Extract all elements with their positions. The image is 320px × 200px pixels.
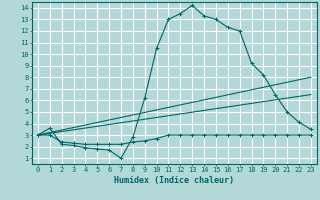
X-axis label: Humidex (Indice chaleur): Humidex (Indice chaleur)	[115, 176, 234, 185]
